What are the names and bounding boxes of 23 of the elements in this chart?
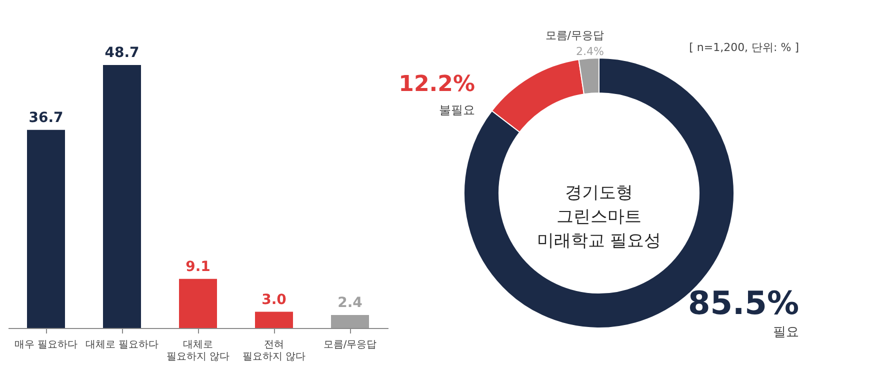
slice-label: 불필요	[439, 103, 475, 117]
data-label: 2.4	[338, 295, 363, 312]
x-tick-label: 대체로 필요하지 않다	[166, 340, 230, 362]
text: 경기도형 그린스마트 미래학교 필요성	[536, 183, 662, 251]
bar	[255, 312, 293, 328]
data-label: 36.7	[28, 110, 64, 126]
bar	[179, 278, 217, 328]
bar	[103, 65, 141, 328]
data-label: 9.1	[186, 258, 210, 275]
slice-label: 모름/무응답	[545, 29, 604, 42]
slice-label: 필요	[773, 325, 799, 340]
data-label: 12.2%	[398, 72, 475, 97]
data-label: 85.5%	[688, 284, 799, 322]
x-tick-label: 대체로 필요하다	[85, 340, 159, 350]
text: [ n=1,200, 단위: % ]	[689, 41, 799, 54]
x-tick-label: 매우 필요하다	[14, 340, 78, 350]
x-tick-label: 전혀 필요하지 않다	[242, 340, 306, 362]
bar	[27, 130, 65, 328]
data-label: 48.7	[104, 45, 140, 62]
bar	[331, 315, 369, 328]
data-label: 2.4%	[576, 45, 604, 58]
x-tick-label: 모름/무응답	[323, 340, 377, 350]
data-label: 3.0	[262, 292, 287, 308]
